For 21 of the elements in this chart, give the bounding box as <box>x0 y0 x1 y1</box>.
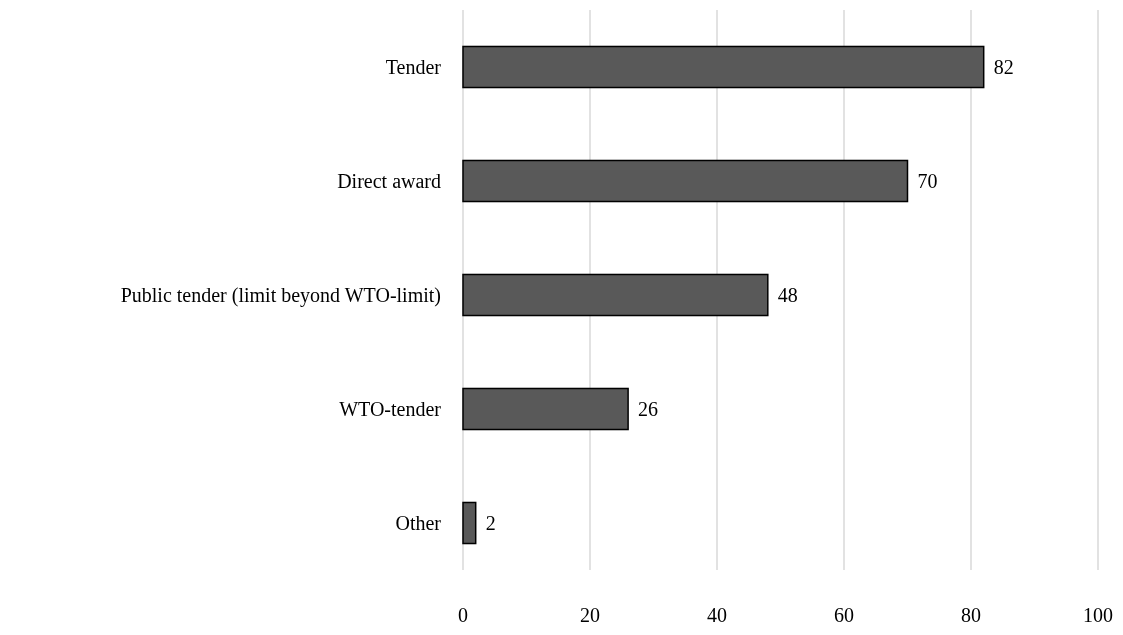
bar <box>462 501 477 545</box>
data-label: 48 <box>777 284 798 306</box>
x-tick-label: 60 <box>834 604 854 626</box>
data-label: 2 <box>485 512 496 534</box>
x-tick-label: 100 <box>1083 604 1113 626</box>
data-label: 26 <box>638 398 659 420</box>
y-tick-label: WTO-tender <box>339 398 442 420</box>
x-tick-label: 40 <box>707 604 727 626</box>
x-tick-label: 20 <box>580 604 600 626</box>
x-tick-label: 80 <box>961 604 981 626</box>
data-label: 70 <box>917 170 938 192</box>
bar <box>462 273 769 317</box>
bar <box>462 159 909 203</box>
x-tick-label: 0 <box>458 604 468 626</box>
bar <box>462 45 985 89</box>
data-label: 82 <box>993 56 1014 78</box>
bar <box>462 387 629 431</box>
y-tick-label: Public tender (limit beyond WTO-limit) <box>120 284 441 307</box>
y-tick-label: Tender <box>385 56 442 78</box>
y-tick-label: Other <box>395 512 442 534</box>
y-tick-label: Direct award <box>337 170 441 192</box>
